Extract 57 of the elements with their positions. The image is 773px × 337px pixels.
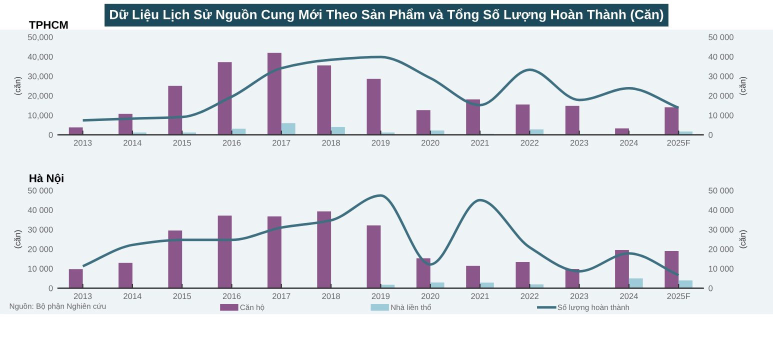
x-tick-label: 2024 [620, 293, 638, 300]
y-tick-label: 40,000 [28, 54, 53, 61]
x-tick-label: 2017 [272, 293, 290, 300]
y-tick-label: 20,000 [28, 92, 53, 100]
y-tick-label: 50 000 [28, 188, 53, 194]
y2-tick-label: 20 000 [708, 92, 734, 99]
x-tick-label: 2018 [322, 140, 340, 146]
chart-title: Dữ Liệu Lịch Sử Nguồn Cung Mới Theo Sản Phẩm và Tổng Số Lượng Hoàn Thành (Căn) [110, 8, 664, 22]
x-tick-label: 2025F [667, 140, 690, 146]
x-tick-label: 2014 [124, 293, 142, 300]
y2-axis-title: (căn) [739, 76, 748, 95]
y-tick-label: 0 [48, 132, 53, 138]
x-tick-label: 2022 [520, 293, 539, 300]
x-tick-label: 2019 [372, 140, 390, 146]
y2-tick-label: 50 000 [708, 188, 734, 194]
y2-tick-label: 0 [708, 132, 713, 138]
y-tick-label: 30,000 [28, 73, 53, 80]
x-tick-label: 2013 [74, 140, 92, 146]
y-tick-label: 10,000 [28, 112, 53, 120]
y2-tick-label: 50 000 [708, 34, 734, 40]
x-tick-label: 2021 [471, 140, 489, 146]
y-tick-label: 50,000 [28, 34, 53, 42]
y-tick-label: 10 000 [28, 266, 53, 272]
y-tick-label: 0 [48, 285, 53, 292]
y2-tick-label: 20 000 [708, 246, 734, 252]
y2-tick-label: 40 000 [708, 207, 734, 214]
chart-subtitle: TPHCM [29, 20, 68, 29]
y2-tick-label: 10 000 [708, 266, 734, 272]
y-tick-label: 20 000 [28, 246, 53, 252]
y2-tick-label: 30 000 [708, 226, 734, 233]
y-tick-label: 40 000 [28, 207, 53, 214]
y-tick-label: 30 000 [28, 226, 53, 233]
x-tick-label: 2016 [222, 293, 241, 300]
x-tick-label: 2019 [372, 293, 390, 300]
x-tick-label: 2023 [570, 293, 588, 300]
x-tick-label: 2021 [471, 293, 489, 300]
x-tick-label: 2022 [520, 140, 539, 146]
x-tick-label: 2017 [272, 140, 290, 146]
y2-axis-title: (căn) [739, 230, 748, 248]
y2-tick-label: 30 000 [708, 73, 734, 80]
x-tick-label: 2016 [222, 140, 241, 146]
y2-tick-label: 40 000 [708, 54, 734, 60]
x-tick-label: 2015 [173, 140, 192, 146]
x-tick-label: 2025F [667, 293, 690, 300]
x-tick-label: 2023 [570, 140, 588, 146]
x-tick-label: 2020 [422, 140, 440, 146]
x-tick-label: 2013 [74, 293, 92, 300]
x-tick-label: 2024 [620, 140, 638, 146]
y2-tick-label: 10 000 [708, 112, 734, 118]
x-tick-label: 2020 [422, 293, 440, 300]
x-tick-label: 2014 [124, 140, 142, 146]
y-axis-title: (căn) [14, 76, 22, 95]
x-tick-label: 2015 [173, 293, 192, 300]
chart-title: Hà Nội [30, 174, 64, 184]
y-axis-title: (căn) [14, 230, 22, 248]
y2-tick-label: 0 [708, 285, 713, 292]
x-tick-label: 2018 [322, 293, 340, 300]
